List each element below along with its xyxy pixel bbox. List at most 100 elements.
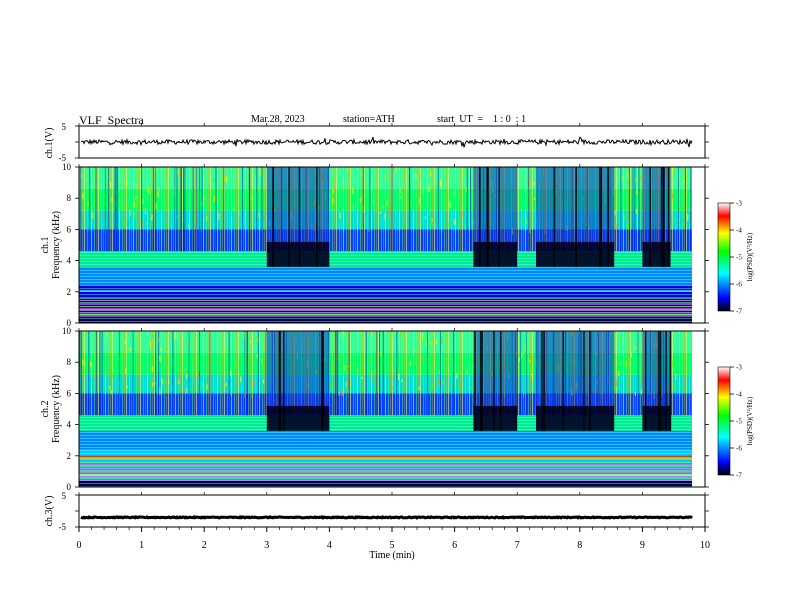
spectrogram-speckle — [184, 389, 186, 392]
spectrogram-speckle — [389, 375, 391, 380]
spectrogram-spike — [89, 167, 91, 252]
spectrogram-speckle — [161, 202, 163, 209]
spectrogram-speckle — [469, 386, 471, 390]
spectrogram-ytick-label: 2 — [67, 287, 72, 297]
ch3-ytick-5: 5 — [62, 491, 67, 501]
spectrogram-speckle — [135, 182, 137, 189]
spectrogram-spike — [201, 167, 203, 252]
spectrogram-speckle — [203, 388, 205, 392]
spectrogram-speckle — [379, 212, 381, 215]
spectrogram-speckle — [371, 375, 373, 381]
spectrogram-speckle — [618, 371, 620, 376]
spectrogram-speckle — [240, 376, 242, 383]
spectrogram-speckle — [635, 178, 637, 182]
spectrogram-spike — [176, 167, 178, 252]
spectrogram-speckle — [692, 389, 693, 392]
spectrogram-spike — [246, 331, 248, 416]
narrowband-line — [79, 308, 692, 311]
spectrogram-speckle — [260, 190, 262, 195]
spectrogram-speckle — [126, 385, 128, 389]
spectrogram-spike — [108, 167, 110, 252]
spectrogram-speckle — [134, 212, 136, 219]
ch1-ytick-neg5: -5 — [59, 153, 67, 163]
quiet-interval-spike — [279, 331, 281, 431]
spectrogram-speckle — [224, 382, 226, 385]
spectrogram-speckle — [461, 193, 463, 196]
spectrogram-speckle — [368, 227, 370, 232]
spectrogram-speckle — [230, 391, 232, 396]
time-axis-tick-label: 2 — [202, 540, 207, 551]
spectrogram-spike — [396, 331, 398, 416]
spectrogram-spike — [517, 331, 519, 416]
spectrogram-speckle — [400, 196, 402, 199]
spectrogram-speckle — [85, 363, 87, 366]
spectrogram-speckle — [620, 336, 621, 342]
quiet-interval-spike — [669, 331, 672, 431]
spectrogram-spike — [348, 331, 350, 416]
spectrogram-speckle — [184, 372, 185, 375]
quiet-interval-spike — [543, 331, 545, 431]
spectrogram-speckle — [442, 379, 444, 384]
spectrogram-speckle — [213, 195, 215, 203]
spectrogram-ytick-label: 6 — [67, 224, 72, 234]
spectrogram-speckle — [679, 335, 681, 338]
ch3-waveform-ylabel: ch.3(V) — [44, 496, 55, 527]
spectrogram-speckle — [263, 379, 265, 384]
spectrogram-speckle — [671, 193, 673, 200]
station-label: station=ATH — [343, 114, 395, 125]
spectrogram-speckle — [404, 176, 406, 181]
quiet-interval-block — [642, 241, 671, 267]
spectrogram-speckle — [80, 174, 82, 178]
quiet-interval-spike — [575, 167, 577, 267]
quiet-interval-spike — [479, 331, 482, 431]
spectrogram-speckle — [360, 197, 362, 202]
spectrogram-speckle — [157, 190, 159, 195]
spectrogram-speckle — [431, 383, 433, 387]
spectrogram-speckle — [168, 379, 170, 385]
spectrogram-low-lines — [79, 462, 692, 481]
spectrogram-speckle — [232, 206, 234, 211]
spectrogram-spike — [88, 331, 90, 416]
spectrogram-speckle — [431, 219, 433, 224]
spectrogram-speckle — [342, 185, 344, 192]
spectrogram-spike — [104, 167, 106, 252]
spectrogram-speckle — [345, 382, 347, 386]
spectrogram-speckle — [640, 390, 642, 395]
quiet-interval-spike — [316, 167, 318, 267]
spectrogram-spike — [188, 331, 190, 416]
spectrogram-speckle — [347, 168, 349, 172]
spectrogram-speckle — [382, 205, 384, 209]
spectrogram-speckle — [394, 167, 396, 170]
ch2-spectrogram-image — [79, 331, 693, 487]
spectrogram-speckle — [157, 192, 159, 198]
spectrogram-speckle — [150, 187, 152, 193]
spectrogram-speckle — [338, 352, 340, 360]
spectrogram-speckle — [143, 187, 145, 192]
spectrogram-spike — [228, 331, 230, 416]
spectrogram-spike — [99, 331, 101, 416]
quiet-interval-spike — [658, 331, 660, 431]
quiet-interval-spike — [321, 331, 323, 431]
spectrogram-spike — [382, 331, 384, 416]
narrowband-line — [79, 290, 692, 292]
spectrogram-spike — [265, 331, 267, 416]
spectrogram-speckle — [218, 213, 220, 220]
quiet-interval-spike — [500, 331, 502, 431]
spectrogram-speckle — [339, 357, 341, 362]
spectrogram-spike — [335, 331, 336, 416]
spectrogram-spike — [80, 331, 82, 416]
spectrogram-speckle — [625, 360, 627, 367]
spectrogram-ytick-label: 2 — [67, 451, 72, 461]
colorbar-tick-label: -7 — [736, 308, 742, 316]
spectrogram-speckle — [94, 373, 96, 379]
spectrogram-speckle — [387, 208, 389, 215]
spectrogram-speckle — [106, 171, 108, 177]
spectrogram-speckle — [332, 343, 334, 348]
quiet-interval-spike — [583, 331, 585, 431]
spectrogram-ytick-label: 8 — [67, 357, 72, 367]
spectrogram-speckle — [259, 171, 261, 176]
spectrogram-speckle — [261, 358, 263, 365]
spectrogram-spike — [369, 167, 371, 252]
spectrogram-speckle — [454, 382, 456, 389]
colorbar-tick-label: -7 — [736, 472, 742, 480]
